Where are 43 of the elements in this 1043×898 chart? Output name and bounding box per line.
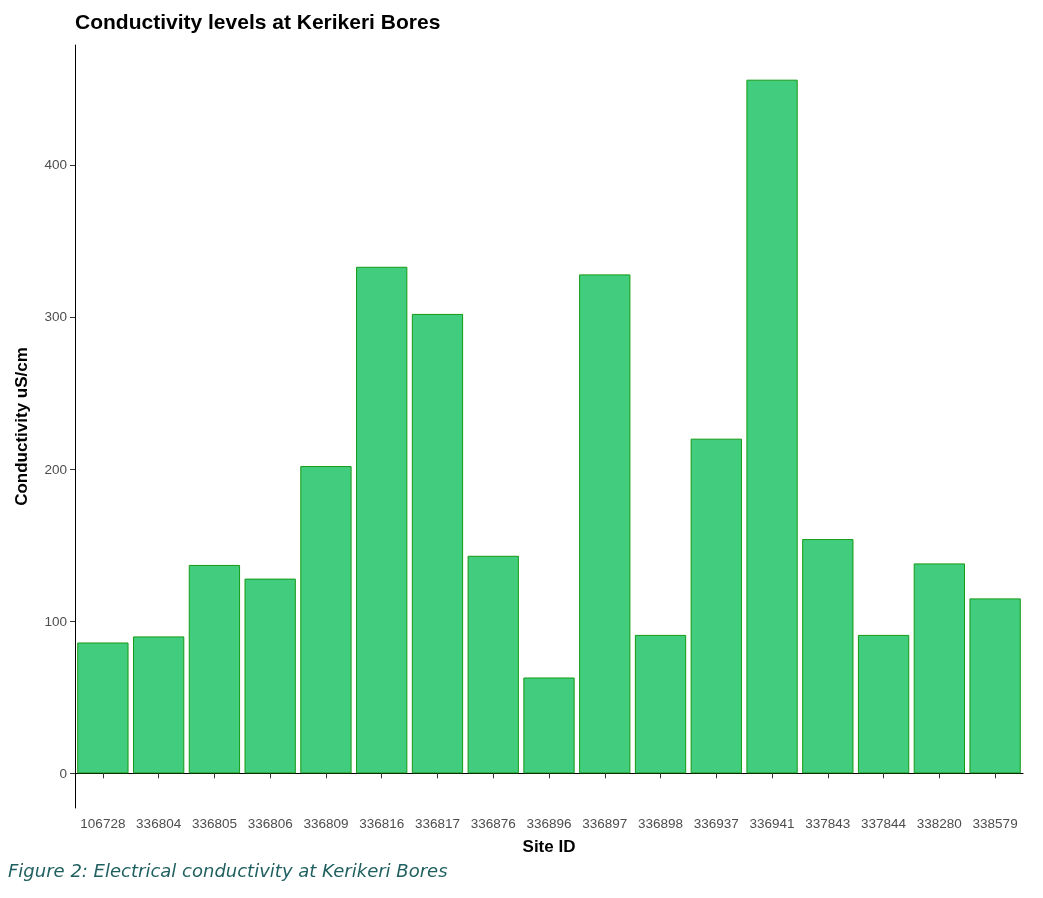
bar [746, 79, 798, 774]
y-tick-label: 400 [44, 157, 67, 173]
x-tick-label: 336896 [526, 815, 572, 831]
bar [77, 642, 129, 774]
bar [300, 466, 352, 774]
bar [411, 313, 464, 774]
bar [690, 438, 742, 774]
x-tick-label: 338579 [972, 815, 1018, 831]
bar [857, 634, 910, 774]
bar [523, 677, 575, 774]
bar [188, 564, 241, 774]
x-tick-label: 336817 [414, 815, 460, 831]
x-tick-label: 336804 [136, 815, 182, 831]
y-tick-label: 300 [44, 309, 67, 325]
x-tick-label: 336941 [749, 815, 795, 831]
y-tick-label: 0 [59, 765, 67, 781]
x-tick-label: 336876 [470, 815, 516, 831]
bar [913, 563, 965, 774]
x-tick-label: 336897 [582, 815, 628, 831]
y-tick-label: 100 [44, 613, 67, 629]
bar [133, 636, 185, 774]
y-tick-label: 200 [44, 461, 67, 477]
x-tick-label: 337843 [805, 815, 851, 831]
bar [356, 266, 408, 774]
caption: Figure 2: Electrical conductivity at Kerikeri Bores [7, 860, 449, 881]
bar [634, 634, 687, 774]
y-axis-title: Conductivity uS/cm [12, 347, 31, 506]
chart-title: Conductivity levels at Kerikeri Bores [75, 10, 441, 33]
x-tick-label: 336809 [303, 815, 349, 831]
x-tick-label: 336806 [247, 815, 293, 831]
x-tick-label: 106728 [80, 815, 126, 831]
x-tick-label: 336937 [693, 815, 739, 831]
x-tick-label: 336898 [638, 815, 684, 831]
bar [244, 578, 296, 774]
bar [467, 555, 519, 774]
x-tick-label: 338280 [916, 815, 962, 831]
x-axis-title: Site ID [522, 837, 576, 856]
bar [969, 598, 1021, 774]
x-tick-label: 336805 [191, 815, 237, 831]
bar [579, 274, 631, 774]
x-tick-label: 336816 [359, 815, 405, 831]
x-tick-label: 337844 [861, 815, 907, 831]
bar [802, 539, 854, 774]
